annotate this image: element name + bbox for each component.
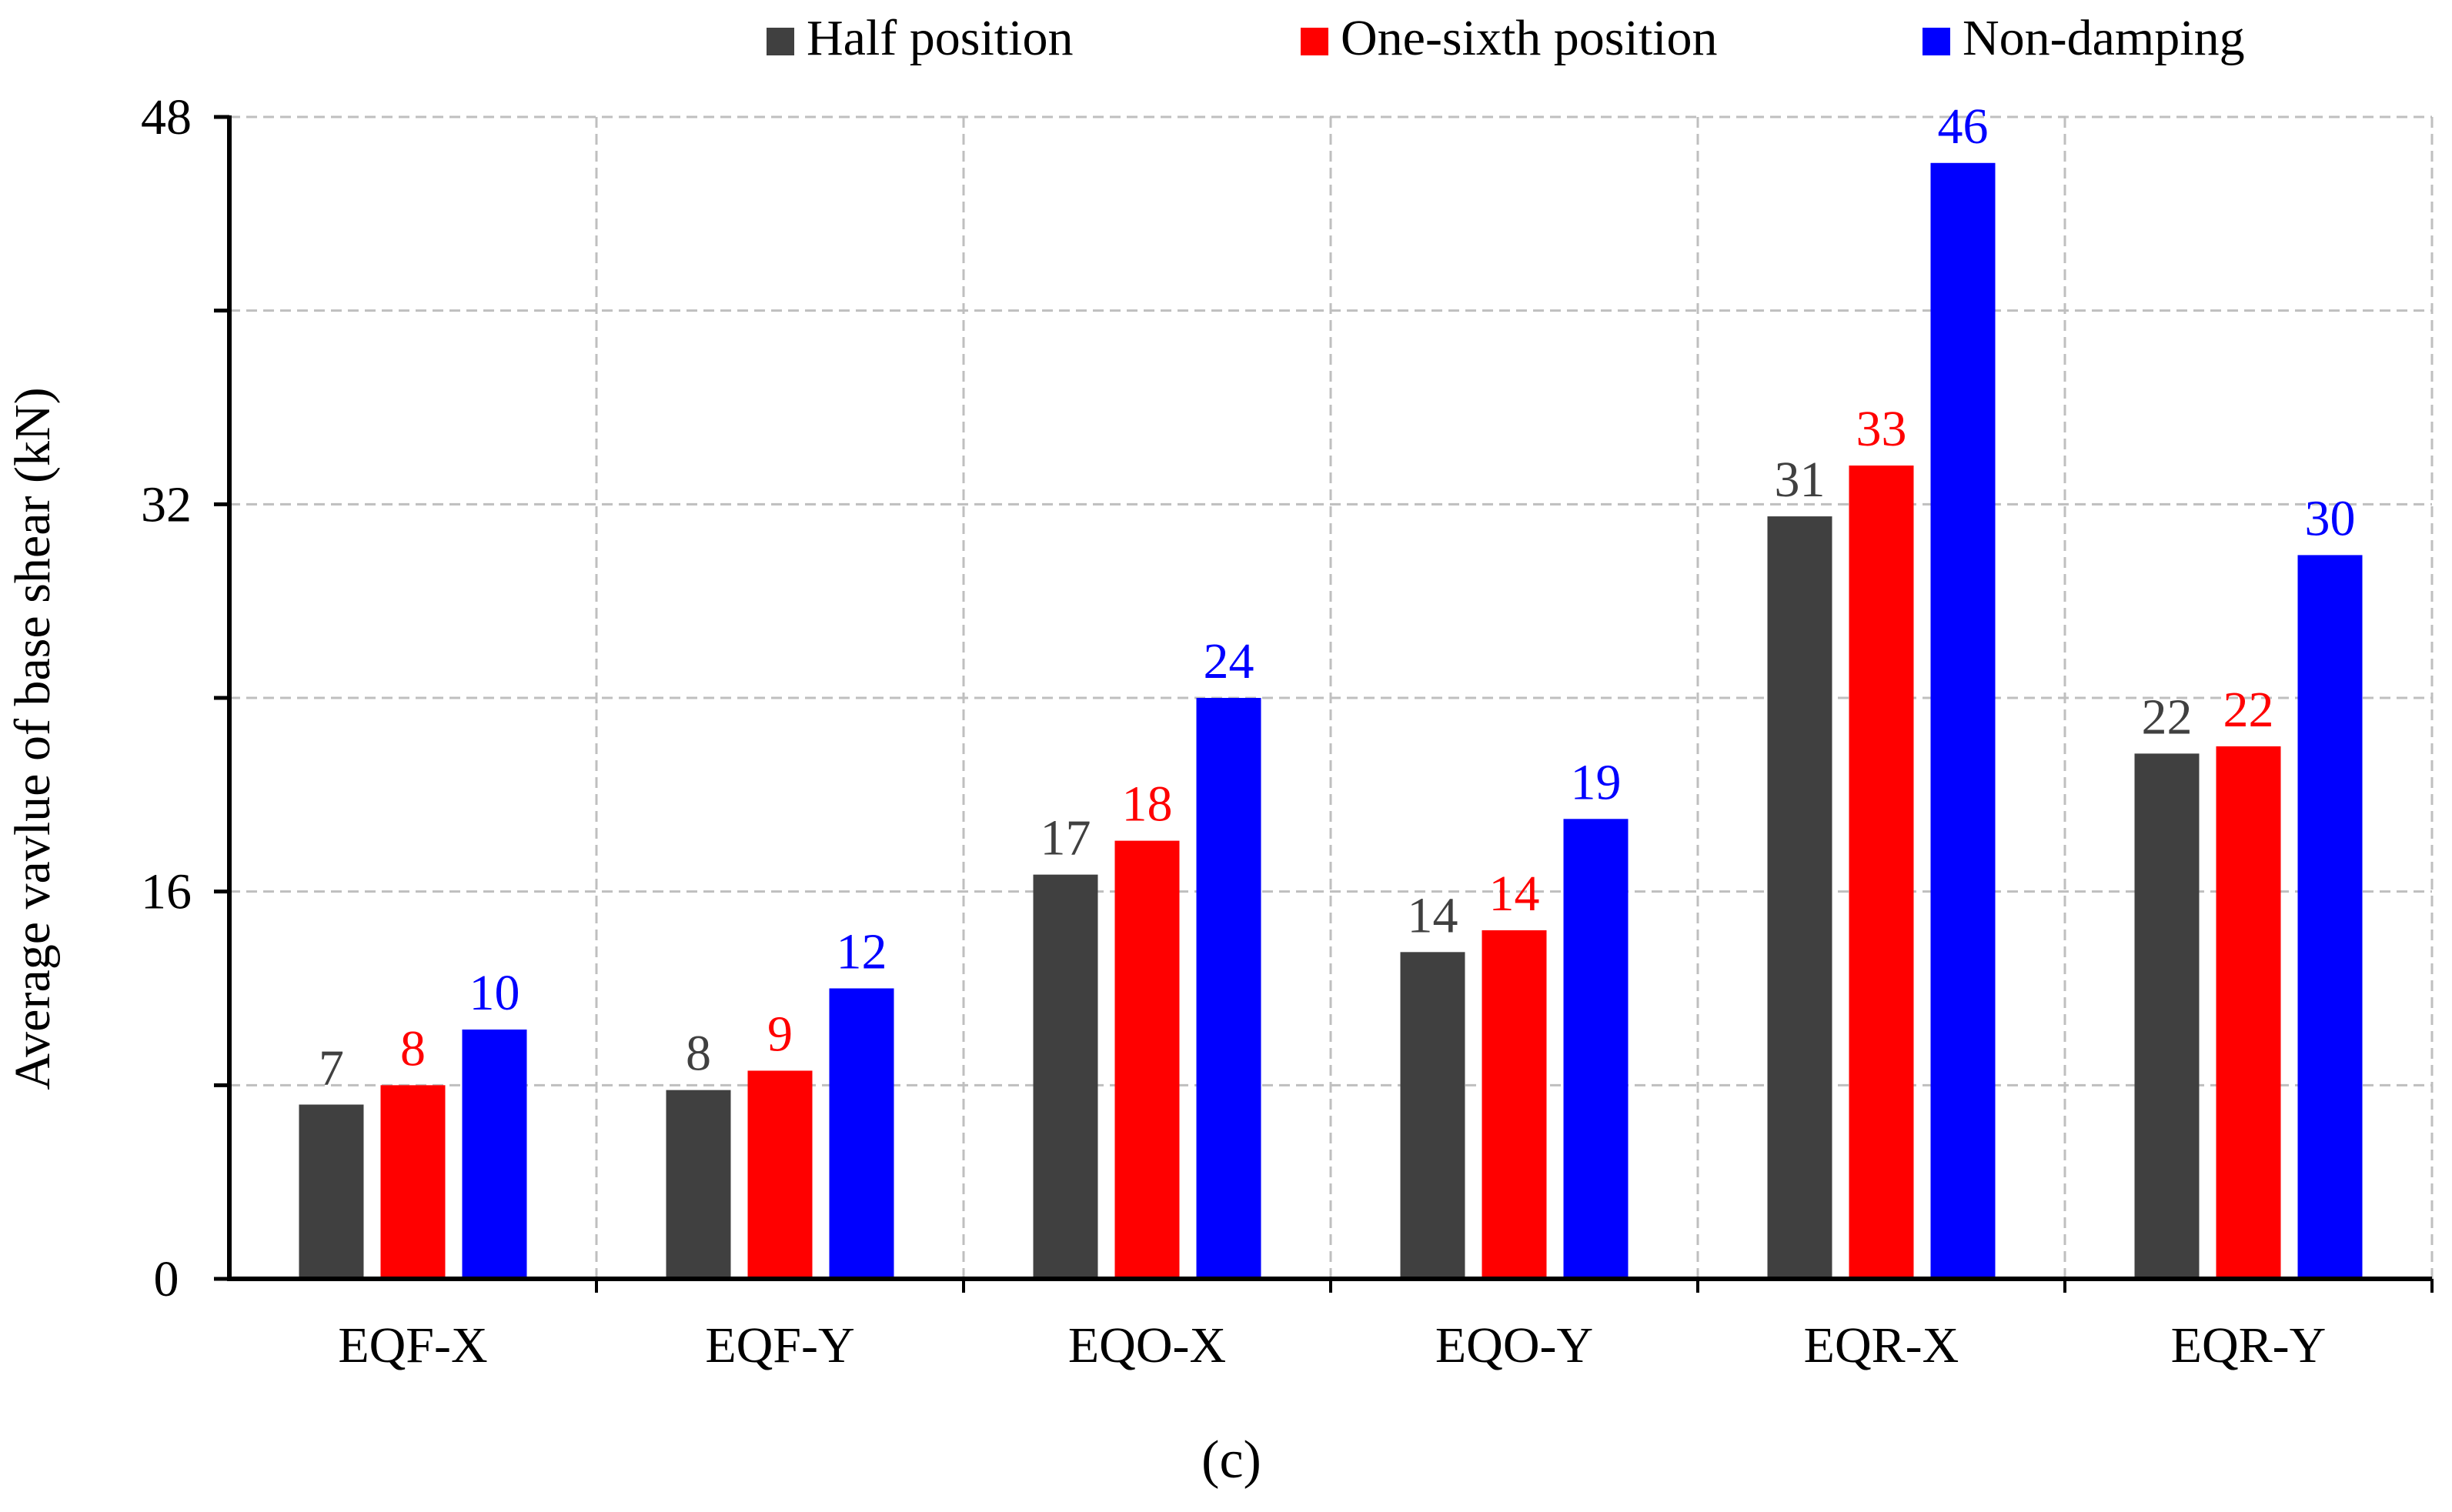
axes: [214, 115, 2434, 1293]
bars: [299, 162, 2363, 1279]
bar-non-damping-eqf-y: [829, 988, 894, 1279]
bar-value-label: 14: [1408, 887, 1458, 943]
legend-label: Half position: [807, 10, 1073, 66]
bar-value-label: 46: [1938, 98, 1989, 155]
bar-non-damping-eqo-y: [1563, 819, 1629, 1279]
bar-non-damping-eqr-x: [1930, 162, 1996, 1279]
bar-value-label: 17: [1041, 810, 1091, 866]
bar-value-label: 18: [1122, 776, 1173, 833]
x-tick-label: EQF-X: [338, 1317, 487, 1373]
bar-value-label: 14: [1489, 866, 1540, 922]
bar-value-label: 22: [2142, 689, 2193, 745]
bar-value-label: 33: [1856, 401, 1907, 457]
bar-value-label: 12: [837, 924, 887, 980]
grid: [229, 115, 2434, 1279]
bar-value-label: 10: [469, 965, 520, 1021]
legend-swatch: [1923, 28, 1950, 55]
bar-half-position-eqf-y: [666, 1090, 731, 1279]
bar-value-label: 31: [1775, 452, 1826, 508]
figure-caption: (c): [1201, 1430, 1261, 1490]
x-tick-label: EQO-X: [1068, 1317, 1226, 1373]
legend-label: One-sixth position: [1341, 10, 1718, 66]
bar-half-position-eqr-y: [2134, 753, 2200, 1279]
y-tick-label: 48: [141, 89, 192, 145]
bar-value-label: 8: [686, 1026, 711, 1082]
bar-value-label: 24: [1204, 633, 1254, 689]
bar-one-sixth-position-eqf-x: [380, 1085, 446, 1279]
bar-non-damping-eqo-x: [1196, 698, 1261, 1279]
x-tick-label: EQR-X: [1804, 1317, 1959, 1373]
y-tick-label: 32: [141, 476, 192, 532]
bar-half-position-eqr-x: [1767, 516, 1832, 1279]
bar-one-sixth-position-eqr-x: [1849, 466, 1914, 1279]
bar-half-position-eqf-x: [299, 1104, 364, 1279]
bar-value-label: 8: [400, 1020, 426, 1076]
bar-value-label: 9: [767, 1006, 793, 1062]
bar-value-label: 7: [319, 1040, 344, 1096]
bar-half-position-eqo-x: [1033, 874, 1098, 1279]
legend: Half position One-sixth position Non-dampi…: [767, 10, 2245, 66]
y-tick-label: 0: [154, 1251, 179, 1307]
y-axis-title: Average vavlue of base shear (kN): [5, 387, 61, 1090]
bar-one-sixth-position-eqo-y: [1482, 930, 1547, 1279]
y-tick-label: 16: [141, 864, 192, 920]
x-tick-label: EQO-Y: [1435, 1317, 1593, 1373]
x-tick-label: EQR-Y: [2171, 1317, 2327, 1373]
bar-one-sixth-position-eqr-y: [2216, 746, 2281, 1279]
x-tick-label: EQF-Y: [705, 1317, 854, 1373]
legend-swatch: [767, 28, 794, 55]
bar-one-sixth-position-eqf-y: [747, 1070, 813, 1279]
bar-non-damping-eqf-x: [462, 1029, 527, 1279]
bar-value-label: 19: [1571, 754, 1622, 810]
legend-swatch: [1301, 28, 1328, 55]
bar-value-label: 22: [2223, 682, 2274, 738]
y-tick-labels: 0 16 32 48: [141, 89, 192, 1307]
bar-non-damping-eqr-y: [2297, 555, 2363, 1279]
legend-label: Non-damping: [1963, 10, 2245, 66]
x-tick-labels: EQF-X EQF-Y EQO-X EQO-Y EQR-X EQR-Y: [338, 1317, 2326, 1373]
bar-half-position-eqo-y: [1400, 952, 1465, 1279]
bar-one-sixth-position-eqo-x: [1114, 840, 1180, 1279]
bar-value-label: 30: [2305, 490, 2356, 546]
